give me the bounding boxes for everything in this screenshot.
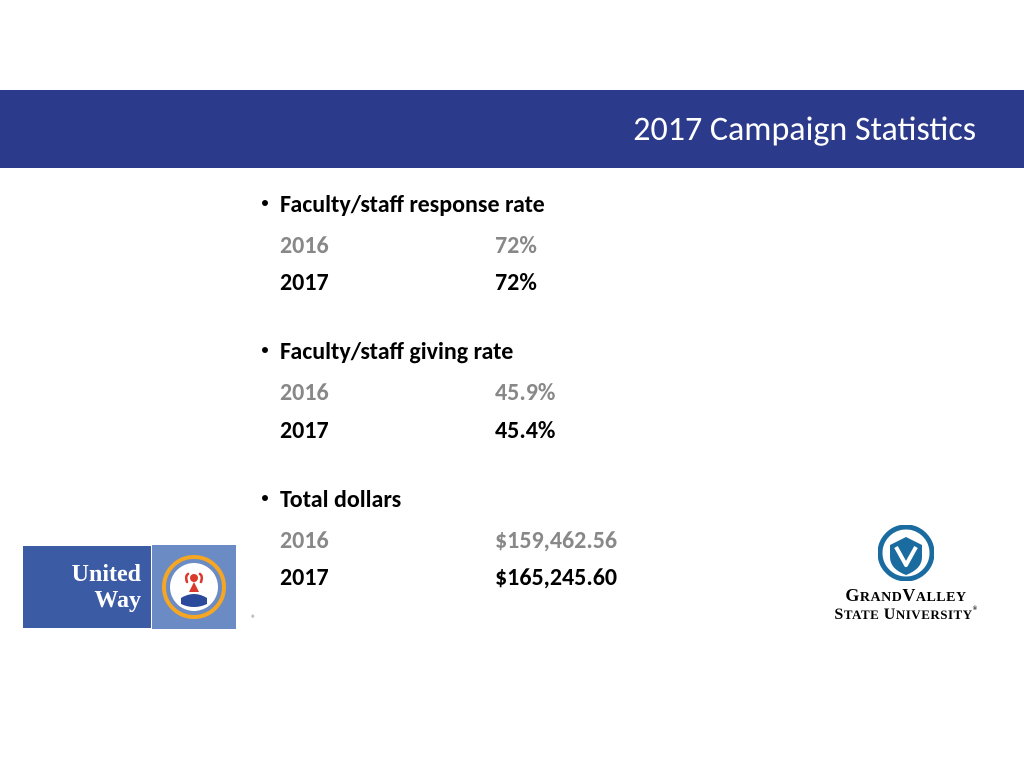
- bullet-icon: [262, 347, 268, 353]
- gvsu-line1: GRANDVALLEY: [816, 585, 996, 606]
- row-prev: 2016 72%: [280, 227, 780, 264]
- year-label: 2017: [280, 559, 495, 596]
- value-label: 72%: [495, 264, 537, 301]
- united-way-text-block: United Way: [22, 545, 152, 629]
- section-header: Faculty/staff response rate: [280, 190, 780, 219]
- section-total-dollars: Total dollars 2016 $159,462.56 2017 $165…: [280, 485, 780, 596]
- row-curr: 2017 $165,245.60: [280, 559, 780, 596]
- value-label: 45.4%: [495, 412, 555, 449]
- row-prev: 2016 $159,462.56: [280, 522, 780, 559]
- value-label: 72%: [495, 227, 537, 264]
- section-header: Total dollars: [280, 485, 780, 514]
- united-way-icon: [152, 545, 236, 629]
- top-spacer: [0, 0, 1024, 90]
- row-curr: 2017 72%: [280, 264, 780, 301]
- united-way-symbol-icon: [161, 554, 227, 620]
- header-text: Total dollars: [280, 485, 401, 514]
- row-curr: 2017 45.4%: [280, 412, 780, 449]
- united-way-logo: United Way ®: [22, 545, 244, 629]
- statistics-content: Faculty/staff response rate 2016 72% 201…: [280, 190, 780, 632]
- year-label: 2016: [280, 522, 495, 559]
- title-bar: 2017 Campaign Statistics: [0, 90, 1024, 168]
- page-title: 2017 Campaign Statistics: [633, 109, 976, 150]
- header-text: Faculty/staff giving rate: [280, 337, 513, 366]
- gvsu-logo: GRANDVALLEY STATE UNIVERSITY®: [816, 525, 996, 624]
- section-giving-rate: Faculty/staff giving rate 2016 45.9% 201…: [280, 337, 780, 448]
- uw-line2: Way: [94, 587, 141, 613]
- registered-mark: ®: [251, 612, 256, 625]
- gvsu-shield-icon: [878, 525, 934, 581]
- year-label: 2017: [280, 412, 495, 449]
- row-prev: 2016 45.9%: [280, 374, 780, 411]
- value-label: $165,245.60: [495, 559, 617, 596]
- uw-line1: United: [72, 561, 141, 587]
- value-label: 45.9%: [495, 374, 555, 411]
- year-label: 2017: [280, 264, 495, 301]
- section-header: Faculty/staff giving rate: [280, 337, 780, 366]
- bullet-icon: [262, 495, 268, 501]
- value-label: $159,462.56: [495, 522, 617, 559]
- year-label: 2016: [280, 374, 495, 411]
- bullet-icon: [262, 200, 268, 206]
- year-label: 2016: [280, 227, 495, 264]
- gvsu-line2: STATE UNIVERSITY®: [816, 606, 996, 624]
- section-response-rate: Faculty/staff response rate 2016 72% 201…: [280, 190, 780, 301]
- header-text: Faculty/staff response rate: [280, 190, 545, 219]
